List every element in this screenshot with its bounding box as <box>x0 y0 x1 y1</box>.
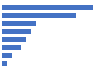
Bar <box>2 21 36 26</box>
Bar <box>2 13 76 18</box>
Bar <box>2 61 7 66</box>
Bar <box>2 29 31 34</box>
Bar <box>2 45 21 50</box>
Bar <box>2 53 12 58</box>
Bar <box>2 37 26 42</box>
Bar <box>2 5 93 10</box>
